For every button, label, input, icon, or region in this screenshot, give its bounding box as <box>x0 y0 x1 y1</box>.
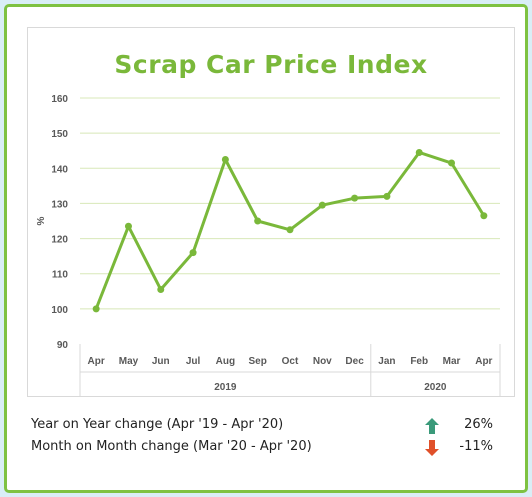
data-point <box>286 226 294 234</box>
yoy-row: Year on Year change (Apr '19 - Apr '20) … <box>31 417 511 437</box>
y-axis-label: % <box>36 216 47 225</box>
data-point <box>383 192 391 200</box>
x-tick-label: Apr <box>88 356 105 367</box>
y-tick-label: 150 <box>51 129 68 140</box>
y-axis-ticks: 90 100 110 120 130 140 150 160 <box>51 94 68 351</box>
x-tick-label: Dec <box>345 356 364 367</box>
line-chart: 90 100 110 120 130 140 150 160 % Apr May Jun Jul Au… <box>36 94 501 396</box>
x-axis: Apr May Jun Jul Aug Sep Oct Nov Dec Jan Feb Mar Apr 2… <box>79 344 501 396</box>
data-point <box>157 286 165 294</box>
data-point <box>221 156 229 163</box>
data-point <box>318 201 326 209</box>
x-tick-label: Jul <box>186 356 201 367</box>
mom-label: Month on Month change (Mar '20 - Apr '20… <box>31 439 312 454</box>
x-tick-label: Sep <box>249 356 267 367</box>
x-tick-label: May <box>119 356 139 367</box>
chart-title: Scrap Car Price Index <box>114 50 428 79</box>
arrow-down-icon <box>425 440 439 456</box>
x-tick-label: Feb <box>410 356 428 367</box>
y-tick-label: 130 <box>51 199 68 210</box>
data-point <box>415 148 423 156</box>
mom-value: -11% <box>459 439 493 454</box>
x-tick-label: Oct <box>282 356 299 367</box>
x-tick-label: Mar <box>443 356 461 367</box>
y-tick-label: 100 <box>51 305 68 316</box>
data-point <box>189 249 197 257</box>
y-tick-label: 90 <box>57 340 69 351</box>
x-tick-label: Nov <box>313 356 332 367</box>
data-point <box>351 194 359 202</box>
y-tick-label: 140 <box>51 164 68 175</box>
y-tick-label: 120 <box>51 235 68 246</box>
yoy-label: Year on Year change (Apr '19 - Apr '20) <box>31 417 284 432</box>
x-tick-label: Apr <box>475 356 492 367</box>
data-point <box>92 305 100 313</box>
gridlines <box>80 97 500 310</box>
x-tick-label: Aug <box>216 356 235 367</box>
data-point <box>124 222 132 230</box>
data-point <box>448 159 456 167</box>
y-tick-label: 160 <box>51 94 68 105</box>
data-point <box>254 217 262 225</box>
series-price-index <box>92 148 488 313</box>
y-tick-label: 110 <box>52 270 69 281</box>
x-group-label: 2020 <box>424 382 447 393</box>
arrow-up-icon <box>425 418 439 434</box>
chart-container: Scrap Car Price Index 90 100 110 120 130 140 1… <box>27 27 515 397</box>
x-group-label: 2019 <box>214 382 237 393</box>
yoy-value: 26% <box>464 417 493 432</box>
x-tick-label: Jun <box>152 356 170 367</box>
mom-row: Month on Month change (Mar '20 - Apr '20… <box>31 439 511 459</box>
x-tick-label: Jan <box>378 356 395 367</box>
dashboard-panel: Scrap Car Price Index 90 100 110 120 130 140 1… <box>4 4 528 493</box>
data-point <box>480 212 488 220</box>
